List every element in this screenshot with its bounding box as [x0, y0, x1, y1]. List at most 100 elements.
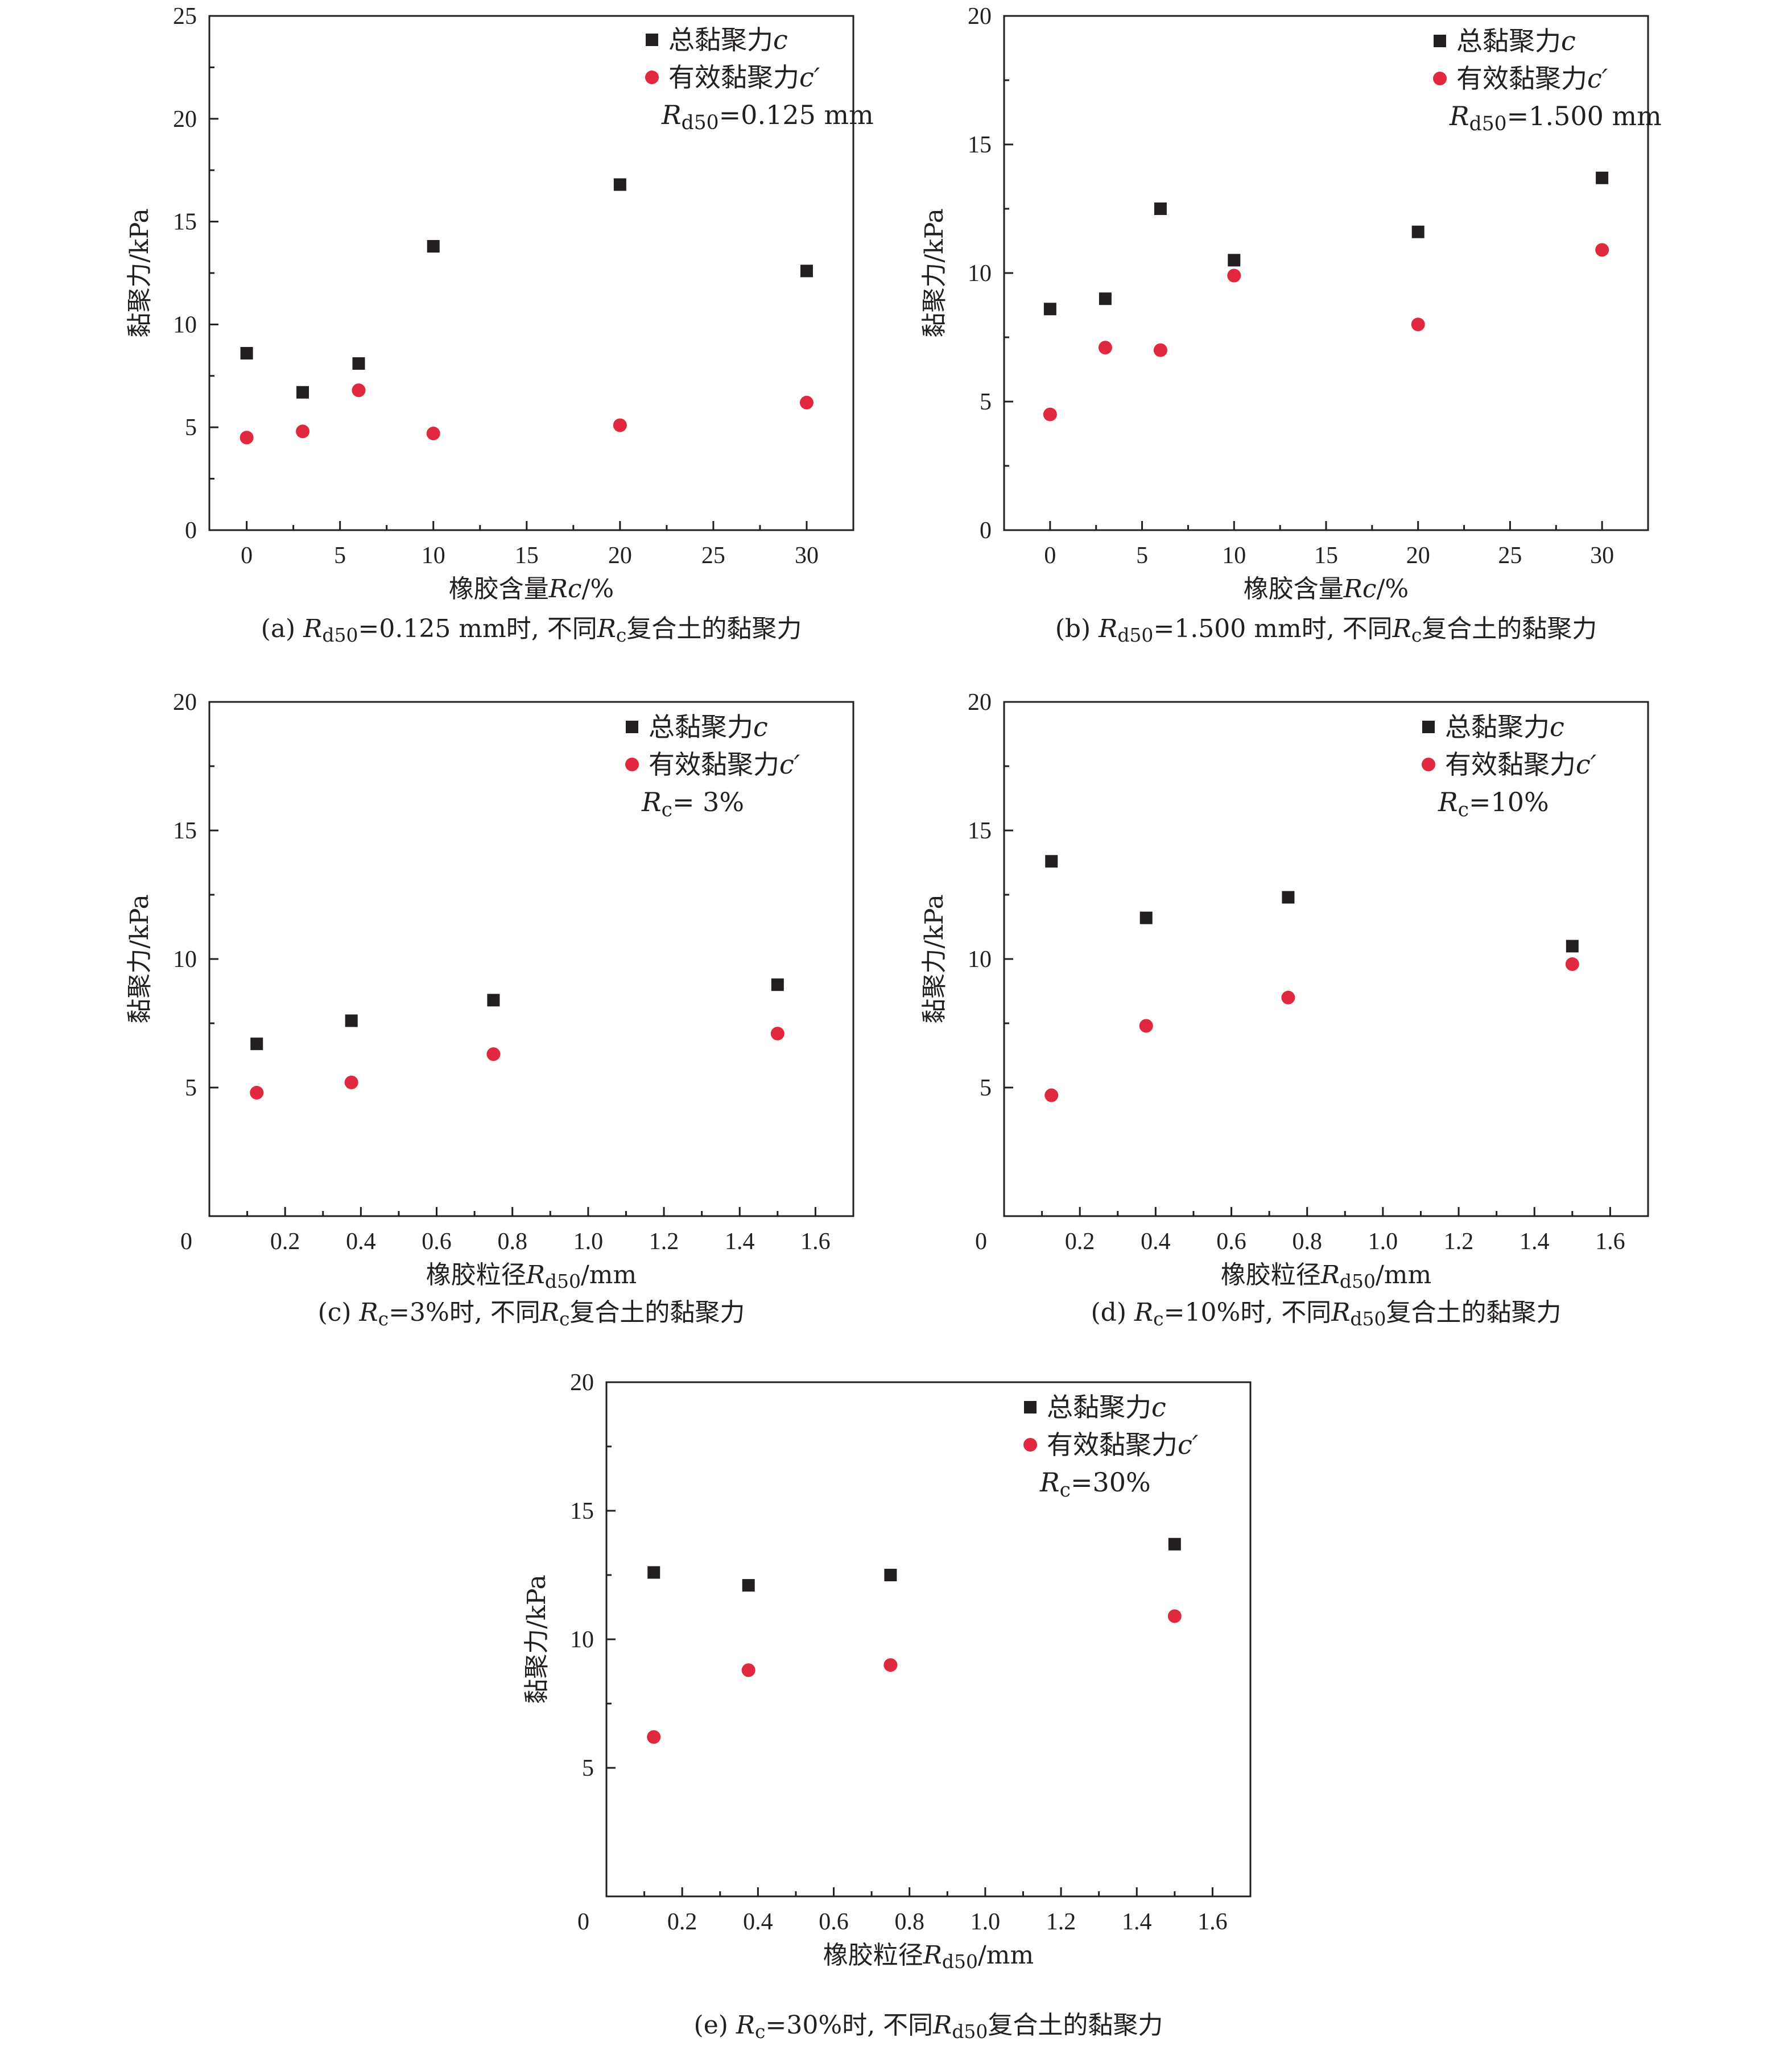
- condition-annotation: Rc=30%: [1039, 1467, 1151, 1502]
- x-tick-label: 0.4: [743, 1909, 773, 1935]
- total-cohesion-point: [800, 264, 813, 278]
- panel-caption: (d) Rc=10%时, 不同Rd50复合土的黏聚力: [1091, 1298, 1561, 1330]
- x-tick-label: 1.4: [1122, 1909, 1152, 1935]
- total-cohesion-point: [352, 357, 365, 370]
- legend-square-marker: [626, 721, 638, 733]
- total-cohesion-point: [647, 1566, 660, 1579]
- chart-panel-e: 5 10 15 20 0 0.2 0.4 0.6 0.8 1.0 1.2 1.4 1.6 橡胶粒径Rd50…: [522, 1370, 1252, 2043]
- y-axis-title: 黏聚力/kPa: [125, 894, 154, 1023]
- x-tick-label: 1.2: [1444, 1229, 1474, 1255]
- y-tick-label: 15: [570, 1498, 594, 1524]
- x-tick-label: 15: [1314, 543, 1338, 569]
- y-tick-label: 20: [570, 1370, 594, 1396]
- panel-caption: (e) Rc=30%时, 不同Rd50复合土的黏聚力: [694, 2011, 1163, 2043]
- effective-cohesion-point: [250, 1086, 264, 1100]
- effective-cohesion-point: [240, 431, 254, 445]
- effective-cohesion-point: [1281, 990, 1295, 1005]
- chart-panel-b: 0 5 10 15 20 0 5 10 15 20 25 30 橡胶含量Rc/% 黏聚力/kPa 总黏聚力c…: [920, 3, 1662, 646]
- panel-caption: (b) Rd50=1.500 mm时, 不同Rc复合土的黏聚力: [1055, 614, 1597, 646]
- effective-cohesion-point: [352, 383, 366, 398]
- effective-cohesion-point: [344, 1075, 358, 1089]
- legend-label: 有效黏聚力c′: [1456, 63, 1608, 94]
- panel-caption: (a) Rd50=0.125 mm时, 不同Rc复合土的黏聚力: [261, 614, 802, 646]
- y-tick-label: 5: [582, 1755, 594, 1782]
- x-axis-title: 橡胶含量Rc/%: [449, 574, 614, 604]
- effective-cohesion-point: [1043, 407, 1057, 421]
- x-tick-label: 1.6: [1595, 1229, 1625, 1255]
- x-tick-label: 0.8: [1292, 1229, 1322, 1255]
- total-cohesion-point: [427, 239, 440, 253]
- legend-label: 有效黏聚力c′: [649, 749, 800, 780]
- x-tick-label: 5: [334, 543, 346, 569]
- y-tick-label: 10: [173, 312, 197, 338]
- legend-circle-marker: [1422, 758, 1435, 771]
- y-tick-label: 0: [980, 518, 992, 544]
- legend-label: 总黏聚力c: [649, 712, 768, 742]
- y-tick-label: 5: [185, 1075, 197, 1101]
- total-cohesion-point: [1043, 303, 1056, 316]
- total-cohesion-point: [250, 1038, 263, 1051]
- x-axis-title: 橡胶粒径Rd50/mm: [823, 1941, 1034, 1973]
- x-tick-label: 0.2: [667, 1909, 697, 1935]
- effective-cohesion-point: [1565, 957, 1579, 972]
- x-tick-label: 1.6: [800, 1229, 831, 1255]
- condition-annotation: Rc=10%: [1438, 787, 1549, 821]
- total-cohesion-point: [613, 178, 626, 191]
- total-cohesion-point: [345, 1014, 358, 1027]
- legend-square-marker: [1434, 35, 1446, 47]
- x-tick-label: 0: [1044, 543, 1056, 569]
- x-tick-label: 1.4: [725, 1229, 755, 1255]
- y-tick-label: 25: [173, 3, 197, 30]
- x-tick-label: 0: [975, 1229, 987, 1255]
- effective-cohesion-point: [741, 1663, 755, 1677]
- x-tick-label: 25: [701, 543, 725, 569]
- x-tick-label: 0.8: [894, 1909, 924, 1935]
- y-tick-label: 10: [173, 946, 197, 973]
- legend-label: 总黏聚力c: [1456, 26, 1576, 56]
- x-tick-label: 0.6: [422, 1229, 452, 1255]
- y-tick-label: 10: [570, 1627, 594, 1653]
- legend-square-marker: [646, 34, 658, 46]
- legend-circle-marker: [625, 758, 639, 771]
- chart-panel-a: 0 5 10 15 20 25 0 5 10 15 20 25 30 橡胶含量Rc/% 黏聚力/kPa 总黏聚…: [125, 3, 874, 646]
- total-cohesion-point: [1168, 1537, 1181, 1551]
- x-tick-label: 5: [1136, 543, 1148, 569]
- x-tick-label: 0.2: [1065, 1229, 1095, 1255]
- effective-cohesion-point: [486, 1047, 501, 1061]
- x-tick-label: 0.6: [1216, 1229, 1246, 1255]
- effective-cohesion-point: [1098, 341, 1112, 355]
- y-tick-label: 20: [968, 689, 992, 716]
- legend-label: 有效黏聚力c′: [1047, 1429, 1199, 1460]
- y-tick-label: 15: [968, 818, 992, 844]
- x-tick-label: 1.0: [1368, 1229, 1398, 1255]
- effective-cohesion-point: [647, 1730, 661, 1744]
- legend-label: 有效黏聚力c′: [1445, 749, 1597, 780]
- effective-cohesion-point: [799, 395, 814, 410]
- legend-circle-marker: [1433, 72, 1447, 85]
- total-cohesion-point: [1045, 855, 1058, 868]
- x-tick-label: 1.4: [1520, 1229, 1550, 1255]
- y-tick-label: 15: [968, 132, 992, 158]
- effective-cohesion-point: [613, 418, 627, 432]
- y-tick-label: 5: [980, 389, 992, 415]
- y-tick-label: 20: [173, 689, 197, 716]
- condition-annotation: Rd50=1.500 mm: [1449, 101, 1662, 135]
- y-tick-label: 5: [980, 1075, 992, 1101]
- x-tick-label: 0: [577, 1909, 589, 1935]
- total-cohesion-point: [487, 994, 500, 1007]
- effective-cohesion-point: [883, 1658, 898, 1672]
- total-cohesion-point: [1566, 940, 1579, 953]
- legend-label: 总黏聚力c: [1445, 712, 1564, 742]
- total-cohesion-point: [1596, 171, 1609, 184]
- condition-annotation: Rd50=0.125 mm: [661, 100, 874, 134]
- condition-annotation: Rc= 3%: [641, 787, 744, 821]
- x-tick-label: 1.0: [573, 1229, 604, 1255]
- x-tick-label: 0.2: [270, 1229, 300, 1255]
- x-tick-label: 30: [795, 543, 819, 569]
- legend-circle-marker: [645, 71, 659, 84]
- panel-caption: (c) Rc=3%时, 不同Rc复合土的黏聚力: [318, 1298, 745, 1330]
- total-cohesion-point: [1228, 254, 1241, 267]
- y-axis-title: 黏聚力/kPa: [920, 894, 949, 1023]
- effective-cohesion-point: [1227, 268, 1241, 283]
- chart-panel-c: 5 10 15 20 0 0.2 0.4 0.6 0.8 1.0 1.2 1.4 1.6 橡胶粒径Rd50…: [125, 689, 854, 1330]
